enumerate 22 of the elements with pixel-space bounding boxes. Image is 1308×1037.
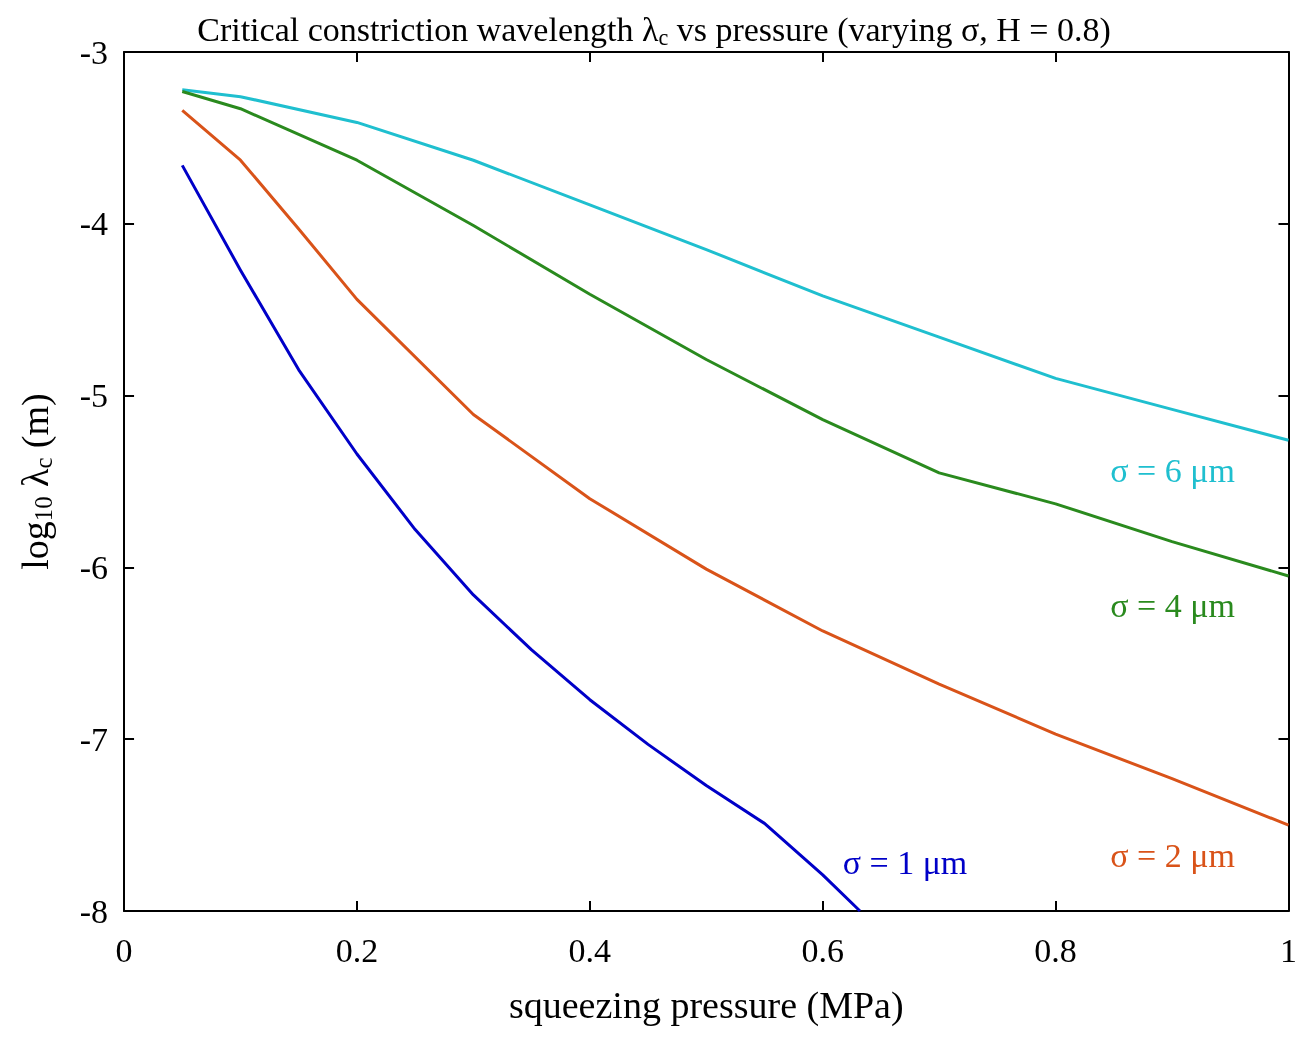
- x-tick-label: 0.4: [568, 931, 612, 969]
- y-tick-label: -8: [79, 892, 109, 930]
- x-tick-label: 1: [1280, 931, 1297, 969]
- y-tick-label: -7: [79, 720, 109, 758]
- line-series: [180, 88, 1290, 442]
- line-series: [180, 108, 1290, 827]
- x-tick-label: 0: [115, 931, 133, 969]
- x-tick-label: 0.8: [1034, 931, 1077, 969]
- series-label: σ = 2 μm: [1110, 836, 1235, 874]
- series-label: σ = 1 μm: [842, 843, 968, 881]
- y-tick-label: -3: [79, 33, 109, 71]
- y-tick-label: -4: [79, 205, 109, 243]
- series-label: σ = 4 μm: [1110, 587, 1235, 625]
- y-tick-label: -6: [79, 548, 109, 586]
- y-tick-label: -5: [79, 377, 109, 415]
- x-axis-title: squeezing pressure (MPa): [508, 984, 904, 1027]
- x-tick-label: 0.2: [335, 931, 379, 969]
- line-series: [180, 90, 1290, 578]
- x-tick-label: 0.6: [801, 931, 844, 969]
- line-series: [180, 163, 862, 913]
- y-axis-title: log10 λc (m): [14, 393, 58, 570]
- series-label: σ = 6 μm: [1110, 451, 1235, 489]
